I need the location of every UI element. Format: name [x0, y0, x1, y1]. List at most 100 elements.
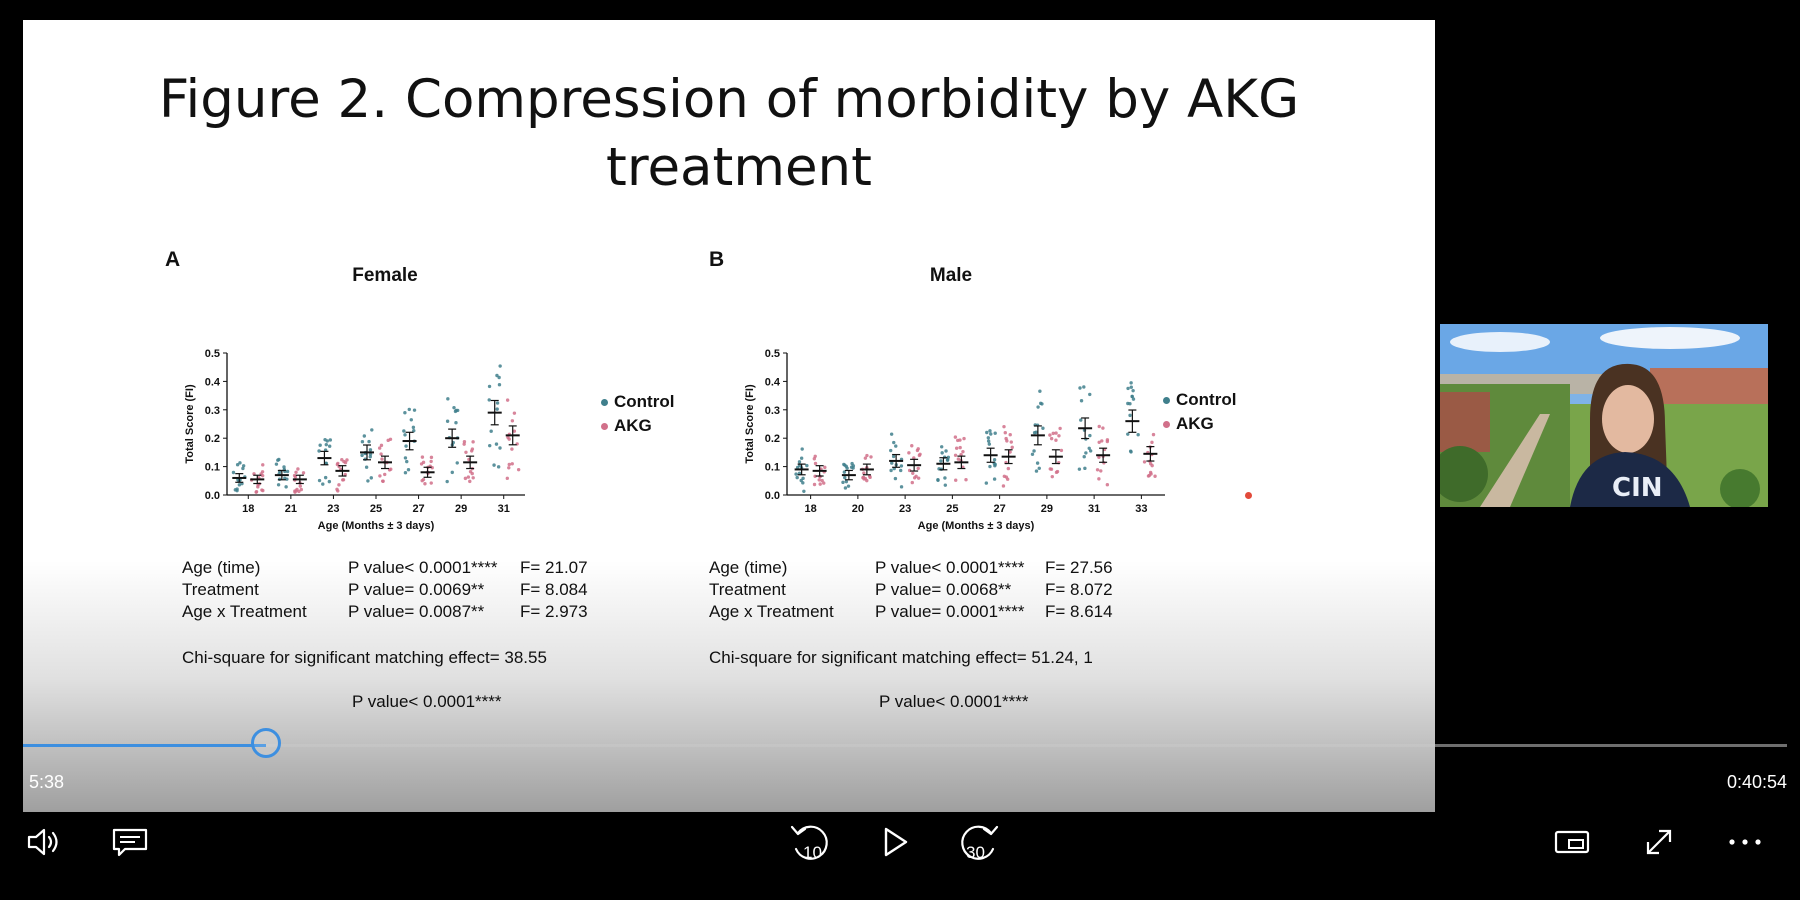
forward-30-button[interactable]: 30	[955, 820, 1003, 864]
data-point	[403, 410, 407, 415]
x-axis-label: Age (Months ± 3 days)	[918, 520, 1035, 532]
data-point	[1002, 474, 1007, 478]
data-point	[893, 476, 898, 481]
data-point	[843, 475, 847, 480]
data-point	[899, 485, 904, 489]
x-axis-label: Age (Months ± 3 days)	[318, 520, 435, 532]
data-point	[445, 479, 449, 484]
data-point	[842, 462, 846, 467]
stat-f: F= 8.614	[1045, 602, 1113, 621]
male-legend: Control AKG	[1163, 388, 1236, 436]
stat-p: P value= 0.0068**	[875, 580, 1012, 599]
presentation-slide: Figure 2. Compression of morbidity by AK…	[23, 20, 1435, 812]
legend-label-akg: AKG	[1176, 414, 1214, 433]
stat-f: F= 21.07	[520, 558, 588, 577]
play-button[interactable]	[873, 820, 917, 864]
data-point	[1034, 469, 1039, 473]
stat-p: P value= 0.0087**	[348, 602, 485, 621]
more-options-button[interactable]	[1723, 820, 1767, 864]
stat-f: F= 2.973	[520, 602, 588, 621]
data-point	[1128, 449, 1133, 453]
data-point	[993, 462, 997, 467]
data-point	[988, 429, 992, 433]
data-point	[294, 470, 298, 474]
data-point	[899, 468, 903, 473]
data-point	[1084, 451, 1088, 455]
data-point	[820, 478, 824, 483]
data-point	[1010, 445, 1014, 450]
data-point	[238, 461, 242, 465]
presenter-video-thumbnail[interactable]: CIN	[1440, 324, 1768, 507]
data-point	[429, 481, 433, 485]
data-point	[1131, 388, 1135, 393]
stat-label: Treatment	[709, 580, 786, 599]
data-point	[403, 433, 407, 437]
female-chart: 0.0 0.1 0.2 0.3 0.4 0.5 Total Score (FI) 18 21 23…	[184, 348, 525, 532]
captions-button[interactable]	[108, 820, 152, 864]
data-point	[1150, 440, 1154, 445]
data-point	[383, 472, 387, 477]
data-point	[1082, 454, 1086, 459]
data-point	[366, 479, 370, 483]
data-point	[987, 442, 992, 446]
x-tick-label: 21	[285, 503, 297, 515]
data-point	[1036, 405, 1040, 409]
data-point	[463, 476, 468, 481]
data-point	[1082, 385, 1086, 389]
data-point	[912, 476, 917, 480]
data-point	[466, 475, 471, 479]
data-point	[464, 450, 468, 454]
seek-bar-handle[interactable]	[251, 728, 282, 758]
data-point	[813, 461, 818, 466]
data-point	[849, 465, 854, 469]
data-point	[1003, 431, 1007, 435]
data-point	[1057, 434, 1061, 438]
x-tick-label: 23	[899, 503, 911, 515]
data-point	[1078, 386, 1082, 390]
picture-in-picture-button[interactable]	[1550, 820, 1594, 864]
data-point	[894, 444, 898, 448]
data-point	[452, 405, 456, 410]
legend-swatch-control	[1163, 396, 1170, 404]
data-point	[405, 459, 409, 464]
data-point	[953, 453, 958, 458]
volume-button[interactable]	[22, 820, 66, 864]
data-point	[335, 487, 339, 492]
x-tick-label: 25	[946, 503, 958, 515]
data-point	[961, 449, 965, 454]
data-point	[342, 459, 346, 464]
data-point	[369, 476, 373, 480]
panel-a-title: Female	[352, 265, 418, 286]
data-point	[1097, 440, 1101, 444]
data-point	[1142, 460, 1147, 464]
data-point	[471, 476, 475, 480]
data-point	[360, 453, 364, 458]
data-point	[812, 482, 817, 487]
play-icon	[884, 827, 908, 857]
fullscreen-button[interactable]	[1637, 820, 1681, 864]
data-point	[1002, 424, 1006, 429]
total-duration: 0:40:54	[1726, 772, 1787, 792]
slide-title: Figure 2. Compression of morbidity by AK…	[23, 66, 1435, 202]
picture-in-picture-icon	[1554, 830, 1590, 854]
data-point	[505, 398, 510, 402]
data-point	[489, 429, 493, 433]
svg-text:30: 30	[966, 843, 985, 862]
data-point	[1049, 467, 1054, 471]
seek-bar[interactable]	[23, 728, 1787, 758]
data-point	[362, 434, 367, 438]
data-point	[964, 478, 968, 482]
data-point	[795, 475, 799, 480]
rewind-10-button[interactable]: 10	[786, 820, 834, 864]
data-point	[1037, 466, 1041, 470]
legend-item-control: Control	[601, 390, 674, 414]
data-point	[1054, 431, 1058, 435]
data-point	[301, 471, 306, 475]
stat-p: P value= 0.0001****	[875, 602, 1025, 621]
data-point	[1038, 389, 1042, 393]
data-point	[984, 481, 989, 485]
data-point	[1088, 392, 1092, 397]
data-point	[954, 478, 958, 482]
y-tick-label: 0.4	[765, 376, 781, 388]
data-point	[992, 477, 997, 481]
